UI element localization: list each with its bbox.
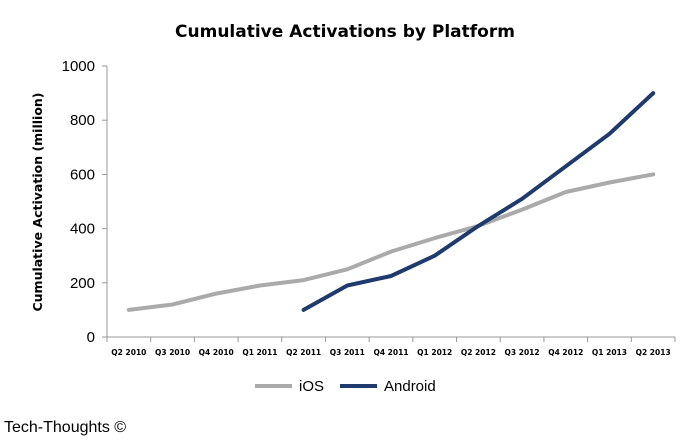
- x-tick-label: Q1 2011: [242, 348, 277, 357]
- legend: iOS Android: [255, 378, 436, 395]
- x-tick-label: Q1 2012: [417, 348, 452, 357]
- y-tick-label: 600: [70, 166, 95, 183]
- y-tick-label: 800: [70, 112, 95, 129]
- x-tick-label: Q4 2010: [199, 348, 234, 357]
- x-tick-label: Q4 2012: [548, 348, 583, 357]
- y-ticks: 0 200 400 600 800 1000: [62, 58, 107, 346]
- x-tick-label: Q3 2010: [155, 348, 190, 357]
- x-tick-label: Q2 2013: [636, 348, 671, 357]
- y-axis-label: Cumulative Activation (million): [30, 92, 45, 311]
- y-tick-label: 0: [87, 329, 95, 346]
- y-tick-label: 1000: [62, 58, 95, 75]
- x-tick-label: Q3 2012: [505, 348, 540, 357]
- chart-title: Cumulative Activations by Platform: [175, 22, 515, 42]
- y-tick-label: 400: [70, 221, 95, 238]
- legend-label-ios: iOS: [299, 378, 324, 395]
- series-line-ios: [126, 172, 656, 312]
- x-tick-label: Q2 2012: [461, 348, 496, 357]
- x-tick-label: Q2 2010: [111, 348, 146, 357]
- x-tick-label: Q1 2013: [592, 348, 627, 357]
- x-ticks: Q2 2010 Q3 2010 Q4 2010 Q1 2011 Q2 2011 Q3 20…: [106, 337, 676, 357]
- x-tick-label: Q4 2011: [373, 348, 408, 357]
- legend-label-android: Android: [384, 378, 436, 395]
- x-tick-label: Q3 2011: [330, 348, 365, 357]
- y-tick-label: 200: [70, 275, 95, 292]
- x-tick-label: Q2 2011: [286, 348, 321, 357]
- series-line-android: [301, 91, 656, 312]
- credit-text: Tech-Thoughts ©: [4, 419, 127, 436]
- series-lines: [126, 91, 656, 312]
